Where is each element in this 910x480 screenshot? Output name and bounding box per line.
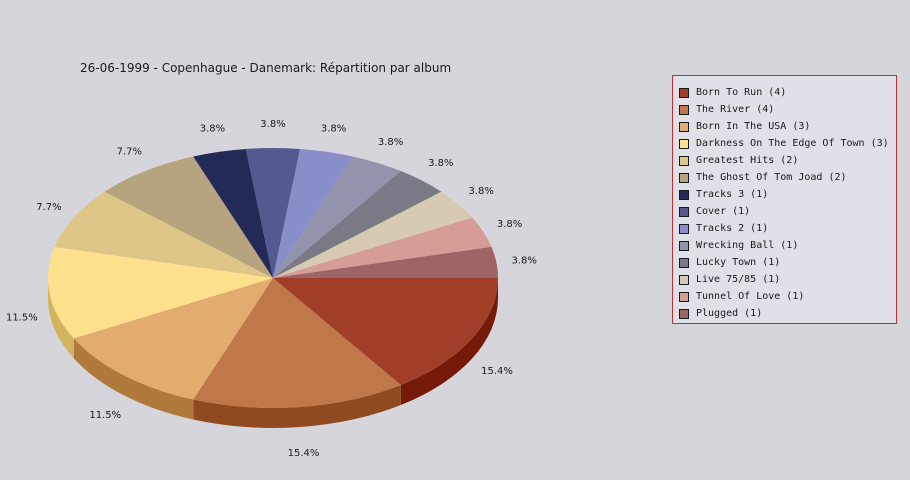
legend-item-live-75-85: Live 75/85 (1) bbox=[679, 271, 896, 288]
legend-label: The River (4) bbox=[696, 104, 775, 115]
pie-slice-greatest-hits bbox=[54, 191, 274, 278]
pie-slice-tracks-2 bbox=[273, 148, 353, 278]
legend-item-lucky-town: Lucky Town (1) bbox=[679, 254, 896, 271]
pie-chart: 15.4% 15.4% 11.5% 11.5% 7.7% 7.7% 3.8% 3.8% 3.8%… bbox=[6, 119, 537, 459]
legend-item-wrecking-ball: Wrecking Ball (1) bbox=[679, 237, 896, 254]
legend-swatch bbox=[679, 138, 689, 149]
legend-item-cover: Cover (1) bbox=[679, 203, 896, 220]
legend-swatch bbox=[679, 240, 689, 251]
pie-slices bbox=[48, 147, 498, 408]
legend-swatch bbox=[679, 291, 689, 302]
legend-label: Tunnel Of Love (1) bbox=[696, 291, 805, 302]
pct-label-darkness-on-the-edge-of-town: 11.5% bbox=[6, 313, 38, 324]
pie-slice-live-75-85 bbox=[273, 191, 473, 278]
legend-label: Darkness On The Edge Of Town (3) bbox=[696, 138, 889, 149]
legend-label: Cover (1) bbox=[696, 206, 751, 217]
legend-swatch bbox=[679, 172, 689, 183]
pct-label-tracks-3: 3.8% bbox=[200, 124, 225, 135]
legend-swatch bbox=[679, 121, 689, 132]
legend-item-tracks-3: Tracks 3 (1) bbox=[679, 186, 896, 203]
legend-swatch bbox=[679, 223, 689, 234]
legend-swatch bbox=[679, 87, 689, 98]
legend-label: Born To Run (4) bbox=[696, 87, 787, 98]
legend: Born To Run (4) The River (4) Born In The … bbox=[672, 75, 897, 324]
pct-label-the-river: 15.4% bbox=[288, 448, 320, 459]
pct-label-lucky-town: 3.8% bbox=[428, 158, 453, 169]
legend-label: Tracks 3 (1) bbox=[696, 189, 769, 200]
pie-slice-cover bbox=[245, 147, 301, 278]
legend-swatch bbox=[679, 206, 689, 217]
pct-label-greatest-hits: 7.7% bbox=[36, 202, 61, 213]
legend-label: Born In The USA (3) bbox=[696, 121, 811, 132]
legend-label: Wrecking Ball (1) bbox=[696, 240, 799, 251]
pie-slice-tunnel-of-love bbox=[273, 217, 492, 278]
legend-item-plugged: Plugged (1) bbox=[679, 305, 896, 322]
pie-side-the-river bbox=[193, 384, 401, 429]
legend-label: Lucky Town (1) bbox=[696, 257, 781, 268]
legend-label: Live 75/85 (1) bbox=[696, 274, 781, 285]
legend-swatch bbox=[679, 308, 689, 319]
pie-slice-wrecking-ball bbox=[273, 156, 401, 278]
legend-label: The Ghost Of Tom Joad (2) bbox=[696, 172, 847, 183]
pie-side-born-to-run bbox=[400, 278, 498, 405]
pct-label-born-to-run: 15.4% bbox=[481, 366, 513, 377]
legend-item-darkness-on-the-edge-of-town: Darkness On The Edge Of Town (3) bbox=[679, 135, 896, 152]
pie-slice-plugged bbox=[273, 246, 498, 278]
pct-label-plugged: 3.8% bbox=[511, 255, 536, 266]
legend-item-the-ghost-of-tom-joad: The Ghost Of Tom Joad (2) bbox=[679, 169, 896, 186]
pie-slice-tracks-3 bbox=[193, 148, 273, 278]
pie-percent-labels: 15.4% 15.4% 11.5% 11.5% 7.7% 7.7% 3.8% 3.8% 3.8%… bbox=[6, 119, 537, 459]
chart-title: 26-06-1999 - Copenhague - Danemark: Répa… bbox=[80, 61, 452, 75]
legend-swatch bbox=[679, 155, 689, 166]
pie-slice-darkness-on-the-edge-of-town bbox=[48, 246, 273, 339]
pct-label-cover: 3.8% bbox=[260, 119, 285, 130]
pct-label-tunnel-of-love: 3.8% bbox=[497, 219, 522, 230]
pie-slice-lucky-town bbox=[273, 171, 442, 278]
legend-label: Tracks 2 (1) bbox=[696, 223, 769, 234]
pie-slice-the-river bbox=[193, 278, 401, 408]
legend-swatch bbox=[679, 189, 689, 200]
pct-label-wrecking-ball: 3.8% bbox=[378, 137, 403, 148]
pie-slice-the-ghost-of-tom-joad bbox=[104, 156, 273, 278]
legend-item-born-in-the-usa: Born In The USA (3) bbox=[679, 118, 896, 135]
legend-label: Greatest Hits (2) bbox=[696, 155, 799, 166]
pct-label-live-75-85: 3.8% bbox=[469, 186, 494, 197]
legend-item-tunnel-of-love: Tunnel Of Love (1) bbox=[679, 288, 896, 305]
pie-side-born-in-the-usa bbox=[73, 338, 194, 420]
pct-label-the-ghost-of-tom-joad: 7.7% bbox=[117, 146, 142, 157]
legend-item-greatest-hits: Greatest Hits (2) bbox=[679, 152, 896, 169]
legend-swatch bbox=[679, 274, 689, 285]
pie-side-darkness-on-the-edge-of-town bbox=[48, 278, 74, 359]
legend-label: Plugged (1) bbox=[696, 308, 763, 319]
legend-item-the-river: The River (4) bbox=[679, 101, 896, 118]
pie-slice-born-to-run bbox=[273, 278, 498, 385]
legend-item-tracks-2: Tracks 2 (1) bbox=[679, 220, 896, 237]
legend-swatch bbox=[679, 257, 689, 268]
pct-label-tracks-2: 3.8% bbox=[321, 124, 346, 135]
pct-label-born-in-the-usa: 11.5% bbox=[89, 410, 121, 421]
legend-item-born-to-run: Born To Run (4) bbox=[679, 84, 896, 101]
legend-swatch bbox=[679, 104, 689, 115]
pie-sides bbox=[48, 278, 498, 429]
pie-slice-born-in-the-usa bbox=[73, 278, 273, 400]
